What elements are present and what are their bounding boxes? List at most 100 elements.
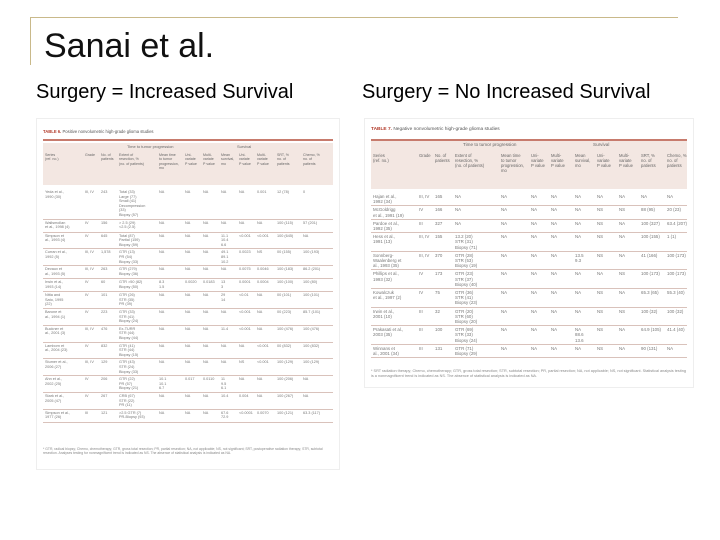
column-header: Uni- variate P value — [239, 153, 251, 166]
table-cell: <0.001 — [239, 326, 251, 331]
table-cell: NA — [239, 343, 245, 348]
table-cell: 0.0020 — [185, 280, 197, 285]
table-cell: 10.1 10.1 6.7 — [159, 377, 167, 391]
table-cell: 100 — [435, 327, 443, 333]
table-cell: 121 — [101, 410, 108, 415]
table-cell: NA — [501, 271, 508, 277]
table-cell: 370 — [435, 252, 443, 258]
table-cell: NA — [455, 207, 462, 213]
table-cell: Total (33) Large (77) Small (41) Decompr… — [119, 190, 146, 217]
table-7-body: Hajan et al., 1992 (34) III, IV 165 NA NA NA N… — [371, 193, 687, 359]
table-cell: IV — [85, 280, 89, 285]
table-cell: 11.4 — [221, 326, 229, 331]
table-cell: NA — [159, 190, 165, 194]
table-cell: NA — [531, 327, 538, 333]
table-cell: NA — [221, 190, 227, 194]
table-cell: 263 — [101, 267, 108, 272]
table-cell: NA — [575, 207, 582, 213]
table-cell: IV — [419, 207, 424, 213]
table-7-caption: TABLE 7. Negative nonvolumetric high-gra… — [371, 127, 500, 132]
table-cell: 8.3 1.5 — [159, 280, 165, 289]
table-cell: 0.0004 — [257, 280, 269, 285]
table-cell: NA — [619, 234, 626, 240]
table-row: Stark et al., 2005 (47) IV 267 CRB (67) STR… — [43, 393, 333, 410]
table-cell: NA — [575, 289, 582, 295]
table-cell: NA — [159, 250, 165, 255]
table-cell: GTR (279) Biopsy (36) — [119, 267, 139, 276]
column-header: Multi- variate P value — [551, 153, 565, 168]
table-cell: NS — [619, 271, 626, 277]
table-cell: 60 — [101, 280, 106, 285]
table-cell: 100 (267) — [277, 393, 294, 398]
table-cell: NA — [551, 327, 558, 333]
table-cell: NA — [221, 267, 227, 272]
table-cell: 0.017 — [185, 377, 195, 382]
table-cell: Barone et al., 1994 (1) — [45, 309, 66, 319]
column-header: Uni- variate P value — [531, 153, 545, 168]
column-header: No. of patients — [435, 153, 450, 163]
table-row: Ahn et al., 2002 (25) IV 206 GTR (22) PR (5… — [43, 376, 333, 393]
table-cell: 75 — [435, 289, 440, 295]
table-cell: 100 (101) — [303, 293, 320, 298]
table-cell: GTR (43) STR (24) Biopsy (33) — [119, 360, 139, 374]
table-cell: NA — [221, 309, 227, 314]
table-cell: Ahn et al., 2002 (25) — [45, 377, 63, 386]
table-cell: <0.001 — [239, 233, 251, 238]
table-cell: NA — [531, 289, 538, 295]
table-cell: GTR (36) STR (41) Biopsy (23) — [455, 289, 478, 306]
table-cell: 49.1 89.1 10.2 — [221, 250, 229, 264]
table-row: Yeda et al., 1990 (30) III, IV 243 Total (3… — [43, 189, 333, 220]
table-cell: NA — [551, 220, 558, 226]
table-cell: 00 (832) — [277, 343, 292, 348]
table-cell: NA — [597, 194, 604, 199]
table-cell: NA — [159, 393, 165, 398]
table-cell: III — [419, 308, 423, 314]
column-header: Extent of resection, % (no. of patients) — [119, 153, 144, 166]
table-cell: 155 — [435, 234, 443, 240]
table-cell: NA 88.6 13.6 — [575, 327, 584, 343]
table-cell: NA — [185, 309, 191, 314]
table-cell: NA — [185, 393, 191, 398]
table-cell: NA — [221, 220, 227, 225]
table-cell: NA — [501, 234, 508, 240]
table-cell: NA — [531, 345, 538, 351]
table-6-group-ttp: Time to tumor progression — [127, 144, 174, 149]
table-row: McGoldrigg et al., 1991 (19) IV 166 NA NA NA N… — [371, 206, 687, 220]
table-cell: NA — [203, 233, 209, 238]
table-cell: 100 (645) — [277, 233, 294, 238]
table-cell: NA — [239, 377, 245, 382]
table-cell: 90 (131) — [641, 345, 658, 351]
table-cell: IV — [85, 309, 89, 314]
table-row: Buckner et al., 2001 (3) III, IV 476 Ex-TUR… — [43, 326, 333, 343]
table-row: Simpson et al., 1993 (4) IV 645 Total (87) … — [43, 233, 333, 250]
table-7-image: TABLE 7. Negative nonvolumetric high-gra… — [364, 118, 694, 388]
table-cell: 0.0070 — [257, 410, 269, 415]
table-cell: GTR (71) Biopsy (29) — [455, 345, 478, 356]
table-cell: NA — [501, 194, 508, 199]
table-cell: 101 — [101, 293, 108, 298]
top-rule — [30, 17, 678, 18]
table-cell: NA — [551, 194, 558, 199]
table-cell: <0.01 — [239, 293, 249, 298]
table-cell: NS — [597, 289, 604, 295]
table-cell: NA — [221, 343, 227, 348]
table-cell: NA — [203, 220, 209, 225]
table-cell: NA — [239, 190, 245, 194]
table-row: Barone et al., 1994 (1) IV 223 GTR (33) STR… — [43, 309, 333, 326]
table-row: Winnans et al., 2001 (34) III 131 GTR (71) … — [371, 345, 687, 359]
table-cell: IV — [419, 289, 424, 295]
table-cell: 0.0075 — [239, 267, 251, 272]
table-cell: III, IV — [419, 194, 430, 199]
table-cell: NA — [257, 393, 263, 398]
table-row: Lamborn et al., 2004 (23) IV 832 GTR (41) S… — [43, 343, 333, 360]
table-cell: Curran et al., 1992 (5) — [45, 250, 67, 259]
table-6-caption-text: Positive nonvolumetric high-grade glioma… — [62, 129, 154, 134]
table-cell: NA — [159, 220, 165, 225]
table-row: Pardoe et al., 1992 (35) III 327 NA NA NA NA NA… — [371, 220, 687, 234]
table-cell: NA — [501, 252, 508, 258]
table-cell: > 2.5 (29) <2.5 (2.5) — [119, 220, 136, 230]
column-header: Chemo, % no. of patients — [303, 153, 320, 166]
table-cell: NA — [203, 360, 209, 365]
column-header: Mean time to tumor progression, mo — [501, 153, 525, 173]
table-cell: 476 — [101, 326, 108, 331]
